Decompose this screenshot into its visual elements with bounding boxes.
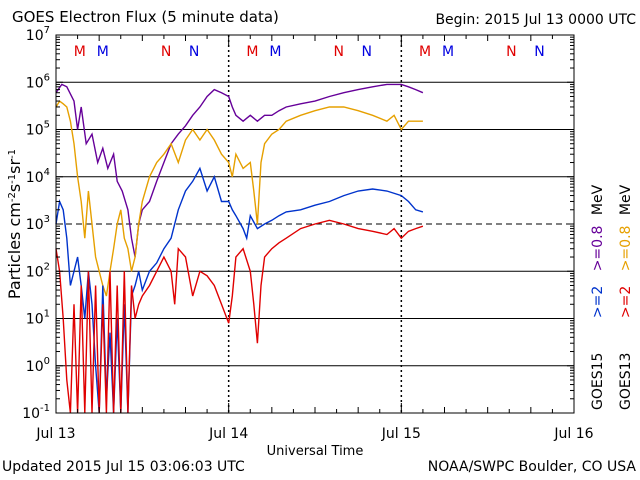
y-tick-label: 101 [26,309,50,328]
updated-timestamp: Updated 2015 Jul 15 03:06:03 UTC [2,459,245,475]
series-layer [55,83,424,414]
axis-layer: 10-1 100 101 102 103 104 105 106 107 Jul 13 Jul 14… [22,25,593,442]
marker-M: M [442,44,454,60]
legend-unit-left: MeV [590,184,606,215]
x-tick-label: Jul 14 [208,426,248,442]
data-source: NOAA/SWPC Boulder, CO USA [427,459,636,475]
svg-text:GOES13 >=2 >=0.8: GOES13 >=2 >=0.8 MeV [618,184,634,410]
legend-goes15: GOES15 >=2 >=0.8 MeV [590,184,606,410]
begin-label: Begin: 2015 Jul 13 0000 UTC [435,12,636,28]
y-tick-label: 104 [26,167,50,186]
marker-N: N [362,44,372,60]
series-goes15-2-mev [55,166,424,414]
series-goes13-2-mev [55,219,424,414]
legend-goes15-2mev: >=2 [590,286,606,318]
legend-unit-right: MeV [618,184,634,215]
legend-goes13-08mev: >=0.8 [618,226,634,272]
legend-goes13: GOES13 >=2 >=0.8 MeV [618,184,634,410]
marker-M: M [74,44,86,60]
series-goes13-0-8-mev [55,100,423,297]
marker-M: M [419,44,431,60]
series-goes15-0-8-mev [55,83,424,258]
svg-text:GOES15 >=2 >=0.8: GOES15 >=2 >=0.8 MeV [590,184,606,410]
marker-N: N [534,44,544,60]
grid-layer [56,35,574,413]
y-axis-label: Particles cm-2s-1sr-1 [5,149,24,299]
marker-M: M [97,44,109,60]
x-tick-label: Jul 13 [35,426,75,442]
y-tick-label: 106 [26,72,50,91]
marker-N: N [161,44,171,60]
x-axis-label: Universal Time [267,444,364,459]
legend-goes13-2mev: >=2 [618,286,634,318]
marker-M: M [269,44,281,60]
y-tick-label: 103 [26,214,50,233]
marker-N: N [189,44,199,60]
marker-M: M [246,44,258,60]
y-tick-label: 10-1 [22,403,50,422]
legend-sat-goes13: GOES13 [618,353,634,410]
y-tick-label: 100 [26,356,50,375]
legend-sat-goes15: GOES15 [590,353,606,410]
chart-title: GOES Electron Flux (5 minute data) [12,8,279,26]
legend-goes15-08mev: >=0.8 [590,226,606,272]
y-tick-label: 107 [26,25,50,44]
marker-N: N [333,44,343,60]
x-tick-label: Jul 15 [381,426,421,442]
x-tick-label: Jul 16 [553,426,593,442]
y-tick-label: 105 [26,120,50,139]
marker-N: N [506,44,516,60]
y-tick-label: 102 [26,261,50,280]
